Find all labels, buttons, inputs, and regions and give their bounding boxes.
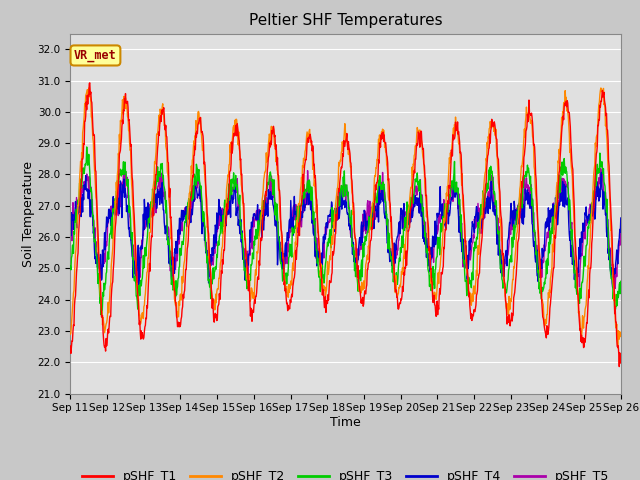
pSHF_T1 xyxy=(582,334,589,340)
pSHF_T3 xyxy=(140,252,147,258)
pSHF_T5 xyxy=(212,238,220,244)
Title: Peltier SHF Temperatures: Peltier SHF Temperatures xyxy=(249,13,442,28)
pSHF_T5 xyxy=(138,246,146,252)
pSHF_T5 xyxy=(67,235,74,241)
pSHF_T3 xyxy=(582,243,590,249)
pSHF_T1 xyxy=(616,364,623,370)
pSHF_T4 xyxy=(609,284,616,290)
pSHF_T3 xyxy=(83,144,91,150)
pSHF_T5 xyxy=(581,236,589,242)
Text: VR_met: VR_met xyxy=(74,49,117,62)
pSHF_T1 xyxy=(86,80,93,86)
pSHF_T3 xyxy=(67,263,74,269)
pSHF_T1 xyxy=(213,318,221,324)
pSHF_T2 xyxy=(139,314,147,320)
pSHF_T2 xyxy=(614,345,621,351)
pSHF_T3 xyxy=(214,254,221,260)
pSHF_T5 xyxy=(611,286,619,291)
pSHF_T4 xyxy=(67,219,74,225)
pSHF_T1 xyxy=(271,146,279,152)
pSHF_T2 xyxy=(213,289,221,295)
Line: pSHF_T4: pSHF_T4 xyxy=(70,172,621,287)
pSHF_T3 xyxy=(617,278,625,284)
pSHF_T3 xyxy=(98,314,106,320)
X-axis label: Time: Time xyxy=(330,416,361,429)
pSHF_T2 xyxy=(85,85,93,91)
pSHF_T1 xyxy=(351,234,359,240)
pSHF_T2 xyxy=(582,304,589,310)
pSHF_T5 xyxy=(617,229,625,235)
pSHF_T2 xyxy=(351,236,359,241)
pSHF_T1 xyxy=(465,294,472,300)
Line: pSHF_T1: pSHF_T1 xyxy=(70,83,621,367)
pSHF_T4 xyxy=(598,169,605,175)
pSHF_T3 xyxy=(352,274,360,279)
Legend: pSHF_T1, pSHF_T2, pSHF_T3, pSHF_T4, pSHF_T5: pSHF_T1, pSHF_T2, pSHF_T3, pSHF_T4, pSHF… xyxy=(77,465,614,480)
pSHF_T2 xyxy=(617,331,625,337)
pSHF_T5 xyxy=(271,201,279,206)
pSHF_T4 xyxy=(212,240,220,246)
pSHF_T4 xyxy=(617,215,625,221)
pSHF_T4 xyxy=(138,240,146,246)
pSHF_T2 xyxy=(465,291,472,297)
Line: pSHF_T5: pSHF_T5 xyxy=(70,168,621,288)
pSHF_T3 xyxy=(465,280,473,286)
pSHF_T4 xyxy=(465,265,472,271)
pSHF_T2 xyxy=(271,146,279,152)
pSHF_T4 xyxy=(351,253,358,259)
pSHF_T5 xyxy=(351,252,358,257)
Line: pSHF_T2: pSHF_T2 xyxy=(70,88,621,348)
pSHF_T4 xyxy=(581,210,589,216)
pSHF_T2 xyxy=(67,331,74,337)
Y-axis label: Soil Temperature: Soil Temperature xyxy=(22,161,35,266)
pSHF_T1 xyxy=(139,335,147,340)
pSHF_T4 xyxy=(271,222,279,228)
pSHF_T5 xyxy=(596,166,604,171)
pSHF_T3 xyxy=(272,203,280,209)
pSHF_T5 xyxy=(465,264,472,269)
Line: pSHF_T3: pSHF_T3 xyxy=(70,147,621,317)
pSHF_T1 xyxy=(67,343,74,349)
pSHF_T1 xyxy=(617,356,625,361)
